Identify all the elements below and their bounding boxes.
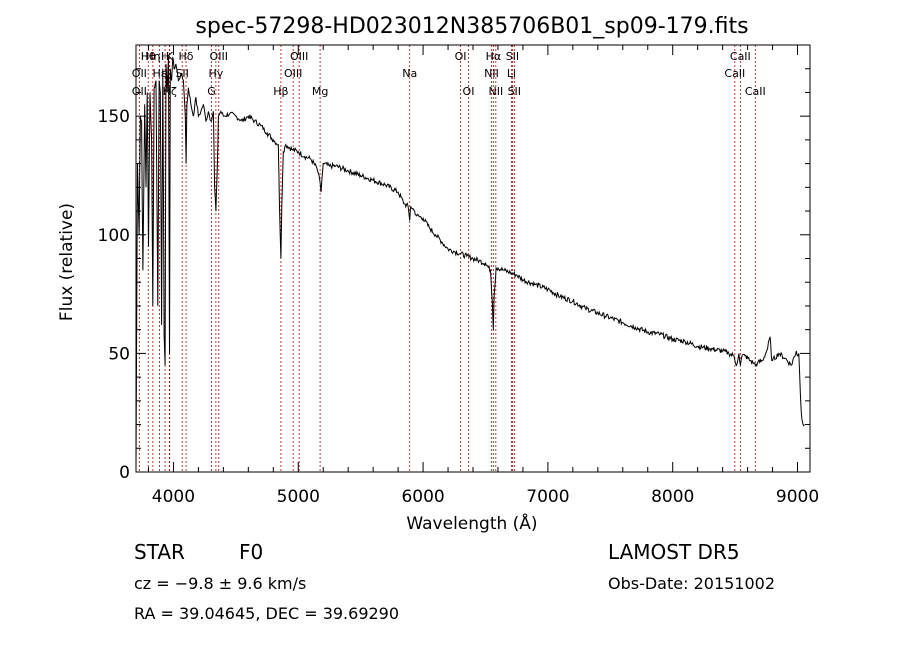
y-tick-label: 50 [108, 344, 130, 364]
x-tick-label: 5000 [277, 487, 320, 507]
object-subclass: F0 [239, 540, 263, 564]
redshift-velocity: cz = −9.8 ± 9.6 km/s [134, 574, 306, 593]
line-marker-label: Li [507, 67, 516, 80]
line-marker-label: CaII [730, 50, 751, 63]
survey-name: LAMOST DR5 [608, 540, 740, 564]
spectrum-line [135, 56, 805, 468]
coordinates: RA = 39.04645, DEC = 39.69290 [134, 604, 399, 623]
x-tick-label: 4000 [152, 487, 195, 507]
line-marker-label: K [166, 50, 174, 63]
y-tick-label: 100 [98, 226, 130, 246]
line-marker-label: Na [402, 67, 417, 80]
x-tick-label: 9000 [776, 487, 819, 507]
line-marker-label: Hα [486, 50, 502, 63]
y-axis-label: Flux (relative) [57, 203, 77, 321]
chart-title: spec-57298-HD023012N385706B01_sp09-179.f… [195, 14, 748, 39]
x-tick-label: 6000 [401, 487, 444, 507]
line-marker-label: Hε [152, 67, 166, 80]
spectral-line-markers [138, 45, 756, 472]
line-marker-label: H [161, 50, 169, 63]
line-marker-label: CaII [724, 67, 745, 80]
line-marker-label: Hη [145, 50, 160, 63]
x-tick-label: 8000 [651, 487, 694, 507]
object-class: STAR [134, 540, 185, 564]
x-tick-label: 7000 [526, 487, 569, 507]
line-marker-label: CaII [745, 85, 766, 98]
y-tick-label: 0 [119, 463, 130, 483]
line-marker-label: G [207, 85, 216, 98]
line-marker-label: NII [488, 85, 503, 98]
spectral-line-labels: OIIOIIHθHηHεHKHζSIIHδGHγOIIIHβOIIIOIIIMg… [132, 50, 766, 98]
line-marker-label: OII [132, 85, 147, 98]
line-marker-label: Mg [312, 85, 328, 98]
line-marker-label: Hζ [163, 85, 177, 98]
x-axis-label: Wavelength (Å) [406, 512, 537, 534]
line-marker-label: SII [506, 50, 519, 63]
line-marker-label: OIII [210, 50, 228, 63]
line-marker-label: Hγ [208, 67, 223, 80]
y-tick-label: 150 [98, 107, 130, 127]
observation-date: Obs-Date: 20151002 [608, 574, 775, 593]
line-marker-label: Hβ [273, 85, 288, 98]
line-marker-label: Hθ [141, 50, 156, 63]
line-marker-label: OIII [284, 67, 302, 80]
line-marker-label: OI [463, 85, 475, 98]
line-marker-label: SII [508, 85, 521, 98]
line-marker-label: Hδ [179, 50, 194, 63]
line-marker-label: NII [484, 67, 499, 80]
line-marker-label: OI [455, 50, 467, 63]
y-axis-ticks: 0 50 100 150 [98, 68, 810, 483]
x-axis-ticks: 4000 5000 6000 7000 8000 9000 [147, 45, 819, 507]
line-marker-label: OIII [290, 50, 308, 63]
